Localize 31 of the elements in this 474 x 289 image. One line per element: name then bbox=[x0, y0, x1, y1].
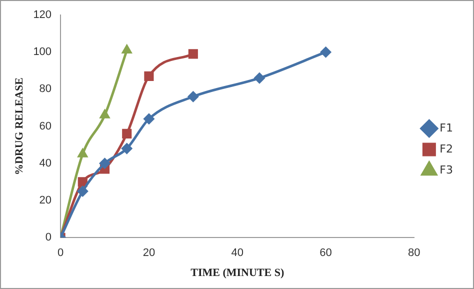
legend-label: F1 bbox=[440, 121, 453, 134]
y-tick-label: 100 bbox=[33, 46, 52, 58]
legend-label: F3 bbox=[440, 163, 453, 176]
x-tick-label: 40 bbox=[231, 247, 244, 260]
x-tick-label: 20 bbox=[142, 247, 156, 260]
point bbox=[144, 114, 154, 124]
y-tick-label: 20 bbox=[39, 194, 52, 207]
x-tick-label: 60 bbox=[320, 247, 332, 260]
point bbox=[188, 49, 198, 59]
y-tick-label: 40 bbox=[39, 157, 52, 170]
point bbox=[320, 46, 332, 58]
point bbox=[78, 148, 88, 158]
point bbox=[78, 177, 88, 187]
y-axis-title: %DRUG RELEASE bbox=[13, 78, 26, 176]
point bbox=[144, 71, 154, 81]
y-tick-label: 60 bbox=[39, 120, 52, 132]
point bbox=[188, 91, 198, 102]
point bbox=[254, 72, 265, 84]
y-tick-label: 0 bbox=[45, 232, 52, 244]
x-tick-label: 80 bbox=[408, 247, 420, 260]
point bbox=[100, 158, 110, 169]
point bbox=[122, 143, 132, 154]
y-tick-label: 80 bbox=[39, 83, 52, 96]
point bbox=[122, 128, 132, 139]
x-axis-title: TIME (MINUTE S) bbox=[190, 267, 284, 280]
legend-label: F2 bbox=[440, 142, 453, 156]
y-tick-label: 120 bbox=[33, 9, 52, 22]
point bbox=[100, 110, 110, 118]
point bbox=[122, 44, 132, 54]
point bbox=[77, 186, 88, 196]
x-tick-label: 0 bbox=[57, 247, 64, 260]
